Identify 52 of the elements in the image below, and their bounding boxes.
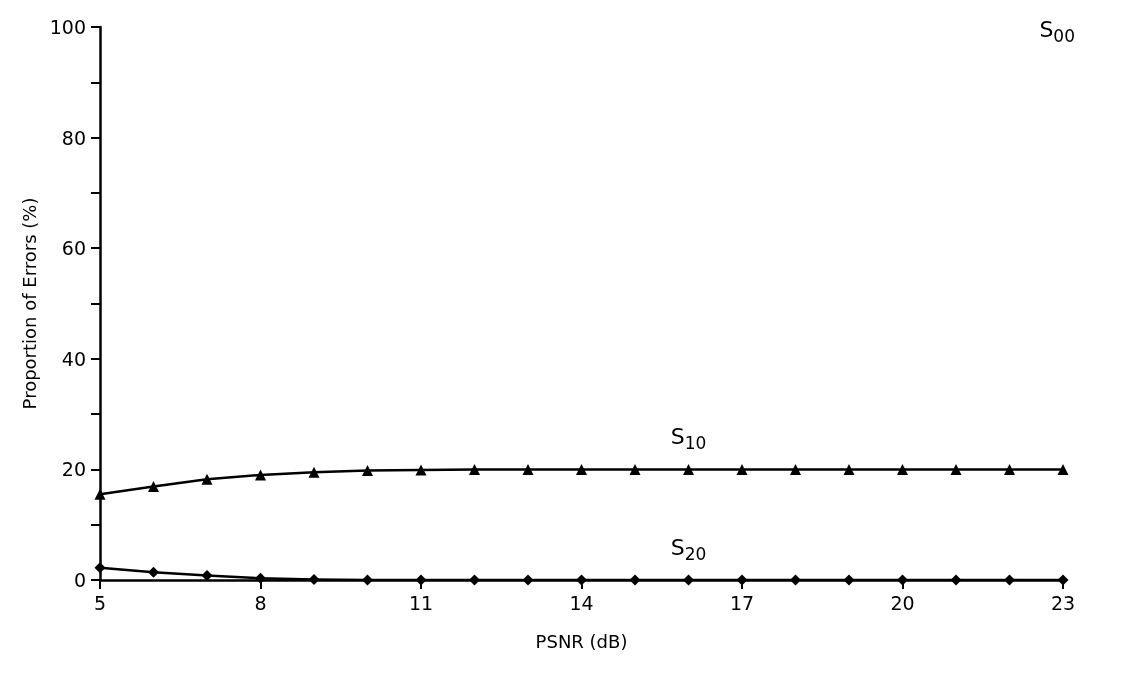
point [308, 573, 320, 585]
point [897, 574, 908, 586]
x-tick-label: 14 [569, 591, 594, 614]
point [1057, 463, 1069, 475]
x-tick-label: 11 [408, 591, 434, 614]
point [201, 473, 213, 485]
y-tick-label: 0 [73, 569, 86, 591]
point [629, 574, 641, 586]
y-tick-label: 40 [61, 347, 86, 370]
point [843, 463, 855, 475]
y-tick-label: 100 [49, 16, 86, 38]
x-tick-label: 17 [729, 591, 755, 614]
point [362, 574, 373, 586]
point [790, 463, 801, 475]
point [94, 562, 106, 574]
x-tick-label: 5 [93, 591, 107, 614]
point [897, 463, 908, 475]
point [736, 574, 748, 586]
point [94, 488, 106, 500]
point [576, 463, 587, 475]
point [522, 463, 534, 475]
x-tick-label: 20 [890, 591, 915, 614]
point [1004, 463, 1015, 475]
point [255, 469, 266, 481]
x-tick-label: 23 [1050, 591, 1076, 614]
point [469, 463, 480, 475]
point [1004, 574, 1015, 586]
point [790, 574, 801, 586]
point [148, 566, 159, 578]
point [415, 574, 427, 586]
point [629, 463, 641, 475]
point [950, 574, 962, 586]
point [1057, 574, 1069, 586]
point [576, 574, 587, 586]
x-axis-title: PSNR (dB) [535, 630, 628, 652]
y-tick-label: 20 [61, 458, 86, 481]
point [522, 574, 534, 586]
point [469, 574, 480, 586]
point [308, 466, 320, 478]
y-tick-label: 80 [61, 126, 86, 149]
y-axis-title: Proportion of Errors (%) [19, 197, 41, 410]
point [255, 572, 266, 584]
point [415, 464, 427, 476]
point [362, 465, 373, 477]
y-tick-label: 60 [61, 237, 86, 260]
point [950, 463, 962, 475]
point [148, 481, 159, 493]
point [683, 463, 694, 475]
point [736, 463, 748, 475]
point [843, 574, 855, 586]
x-tick-label: 8 [254, 591, 267, 614]
point [683, 574, 694, 586]
